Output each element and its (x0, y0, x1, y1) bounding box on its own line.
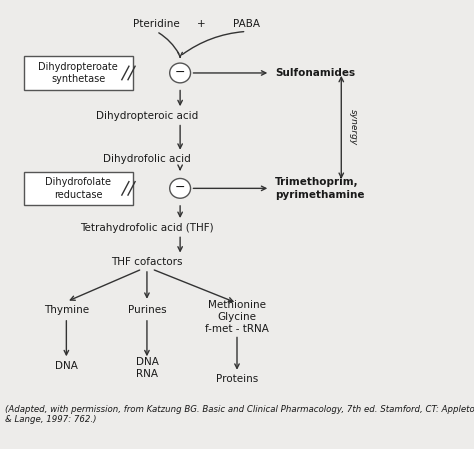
Text: PABA: PABA (233, 19, 260, 29)
Text: Thymine: Thymine (44, 305, 89, 315)
Text: Trimethoprim,
pyrimethamine: Trimethoprim, pyrimethamine (275, 177, 365, 199)
Text: Dihydrofolate
reductase: Dihydrofolate reductase (45, 177, 111, 199)
Text: synergy: synergy (349, 110, 357, 145)
Text: Dihydropteroate
synthetase: Dihydropteroate synthetase (38, 62, 118, 84)
Text: Sulfonamides: Sulfonamides (275, 68, 355, 78)
Text: (Adapted, with permission, from Katzung BG. Basic and Clinical Pharmacology, 7th: (Adapted, with permission, from Katzung … (5, 405, 474, 424)
Circle shape (170, 63, 191, 83)
Circle shape (170, 179, 191, 198)
Text: Dihydropteroic acid: Dihydropteroic acid (96, 111, 198, 121)
Text: −: − (175, 66, 185, 79)
Text: −: − (175, 181, 185, 194)
Text: Methionine
Glycine
f-met - tRNA: Methionine Glycine f-met - tRNA (205, 299, 269, 334)
Text: +: + (197, 19, 206, 29)
Text: Tetrahydrofolic acid (THF): Tetrahydrofolic acid (THF) (80, 223, 214, 233)
Text: DNA
RNA: DNA RNA (136, 357, 158, 379)
FancyBboxPatch shape (24, 172, 133, 205)
Text: Pteridine: Pteridine (133, 19, 180, 29)
Text: THF cofactors: THF cofactors (111, 257, 182, 267)
Text: Purines: Purines (128, 305, 166, 315)
Text: Proteins: Proteins (216, 374, 258, 384)
FancyBboxPatch shape (24, 56, 133, 90)
Text: Dihydrofolic acid: Dihydrofolic acid (103, 154, 191, 164)
Text: DNA: DNA (55, 361, 78, 371)
